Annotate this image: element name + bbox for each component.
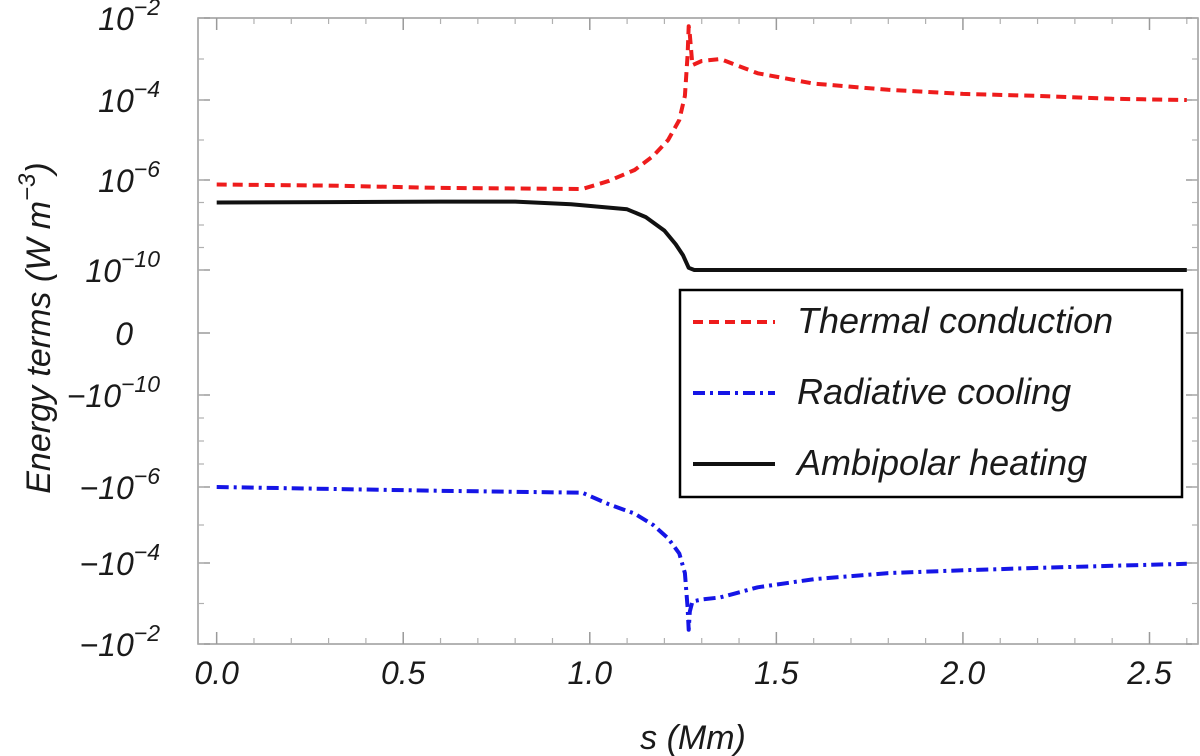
x-tick-label: 1.0 (568, 655, 613, 691)
series-line-thermal-conduction (216, 24, 1187, 191)
x-tick-label: 0.5 (381, 655, 426, 691)
x-axis: 0.0 0.5 1.0 1.5 2.0 2.5 (194, 18, 1188, 691)
legend-label-ambipolar-heating: Ambipolar heating (795, 442, 1087, 483)
y-tick-label: 10−4 (98, 76, 160, 119)
x-tick-label: 1.5 (754, 655, 799, 691)
x-tick-label: 2.0 (940, 655, 986, 691)
y-tick-label: 10−10 (85, 246, 160, 289)
y-tick-label: −10−10 (67, 371, 161, 414)
y-tick-label: −10−4 (79, 539, 160, 582)
y-tick-label: 10−6 (98, 156, 160, 199)
series-line-radiative-cooling (216, 485, 1187, 632)
y-tick-label: 0 (115, 316, 133, 352)
x-axis-title: s (Mm) (640, 719, 746, 756)
legend-label-thermal-conduction: Thermal conduction (797, 300, 1113, 341)
series-layer (216, 24, 1187, 632)
y-tick-label: −10−6 (79, 463, 160, 506)
y-axis: 10−2 10−4 10−6 10−10 0 −10−10 −10−6 −10−4 −10−2 (67, 0, 1198, 663)
y-axis-title: Energy terms (W m−3) (14, 162, 58, 494)
legend-label-radiative-cooling: Radiative cooling (797, 371, 1071, 412)
x-tick-label: 2.5 (1126, 655, 1172, 691)
series-line-ambipolar-heating (216, 199, 1187, 272)
y-tick-label: −10−2 (79, 620, 160, 663)
plot-frame (197, 17, 1199, 645)
legend: Thermal conduction Radiative cooling Amb… (678, 288, 1184, 499)
y-tick-label: 10−2 (98, 0, 160, 37)
plot-border (197, 17, 1199, 645)
x-tick-label: 0.0 (194, 655, 239, 691)
